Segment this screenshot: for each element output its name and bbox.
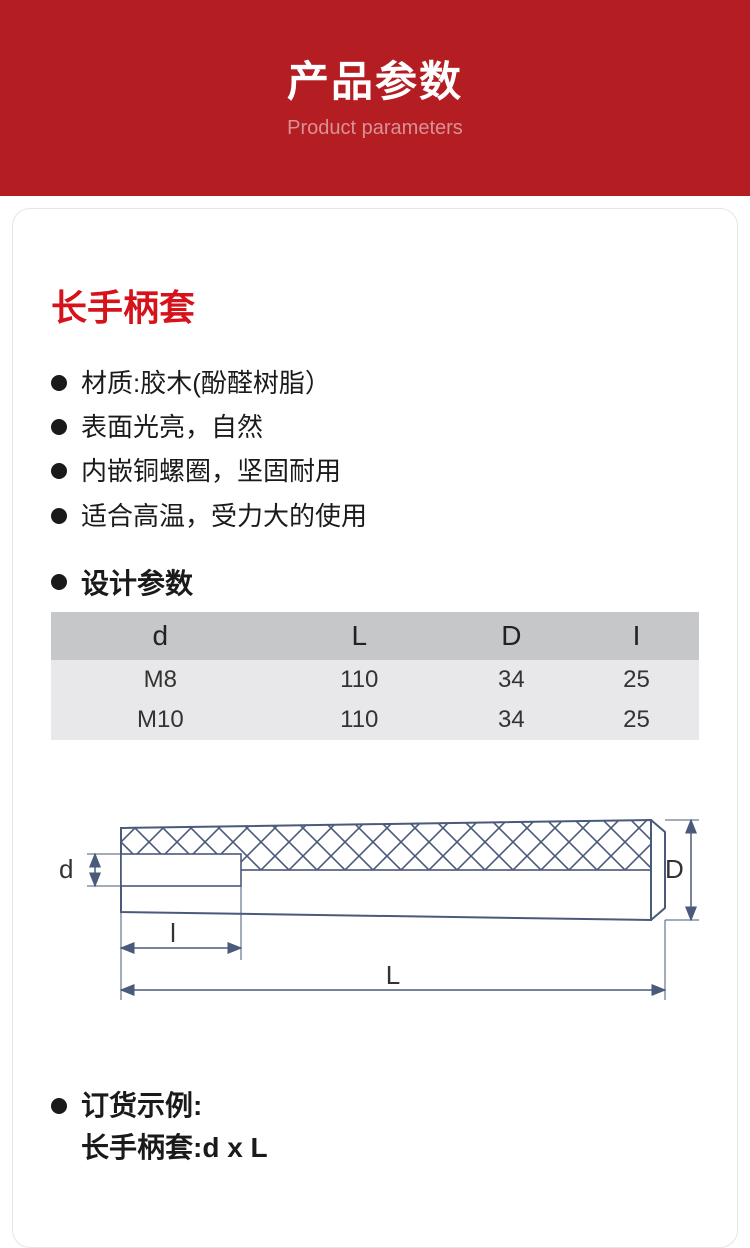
table-header-cell: d bbox=[51, 612, 270, 660]
header-banner: 产品参数 Product parameters bbox=[0, 0, 750, 196]
params-heading: 设计参数 bbox=[51, 562, 699, 602]
feature-text: 材质:胶木(酚醛树脂） bbox=[81, 361, 331, 405]
table-cell: 34 bbox=[449, 700, 574, 740]
bullet-icon bbox=[51, 574, 67, 590]
table-row: M10 110 34 25 bbox=[51, 700, 699, 740]
feature-text: 适合高温，受力大的使用 bbox=[81, 494, 367, 538]
product-title: 长手柄套 bbox=[51, 279, 699, 331]
diagram-svg: d D l L bbox=[51, 800, 711, 1010]
feature-item: 材质:胶木(酚醛树脂） bbox=[51, 361, 699, 405]
feature-text: 表面光亮，自然 bbox=[81, 405, 263, 449]
table-cell: M8 bbox=[51, 660, 270, 700]
table-cell: 34 bbox=[449, 660, 574, 700]
order-format-text: 长手柄套:d x L bbox=[51, 1127, 699, 1169]
technical-diagram: d D l L bbox=[51, 800, 699, 1015]
table-header-row: d L D I bbox=[51, 612, 699, 660]
feature-item: 内嵌铜螺圈，坚固耐用 bbox=[51, 449, 699, 493]
params-table: d L D I M8 110 34 25 M10 110 34 25 bbox=[51, 612, 699, 740]
feature-list: 材质:胶木(酚醛树脂） 表面光亮，自然 内嵌铜螺圈，坚固耐用 适合高温，受力大的… bbox=[51, 361, 699, 538]
order-example: 订货示例: 长手柄套:d x L bbox=[51, 1085, 699, 1169]
header-subtitle: Product parameters bbox=[0, 117, 750, 140]
bullet-icon bbox=[51, 419, 67, 435]
bullet-icon bbox=[51, 463, 67, 479]
table-header-cell: L bbox=[270, 612, 449, 660]
bullet-icon bbox=[51, 1098, 67, 1114]
bullet-icon bbox=[51, 508, 67, 524]
header-title: 产品参数 bbox=[0, 48, 750, 109]
table-cell: 110 bbox=[270, 700, 449, 740]
order-heading-text: 订货示例: bbox=[81, 1085, 202, 1127]
table-cell: 25 bbox=[574, 660, 699, 700]
bullet-icon bbox=[51, 375, 67, 391]
table-header-cell: I bbox=[574, 612, 699, 660]
diagram-label-l: l bbox=[170, 918, 176, 948]
table-cell: 110 bbox=[270, 660, 449, 700]
table-row: M8 110 34 25 bbox=[51, 660, 699, 700]
table-cell: M10 bbox=[51, 700, 270, 740]
table-header-cell: D bbox=[449, 612, 574, 660]
diagram-label-D: D bbox=[665, 854, 684, 884]
content-card: 长手柄套 材质:胶木(酚醛树脂） 表面光亮，自然 内嵌铜螺圈，坚固耐用 适合高温… bbox=[12, 208, 738, 1248]
diagram-label-d: d bbox=[59, 854, 73, 884]
order-heading-line: 订货示例: bbox=[51, 1085, 699, 1127]
feature-item: 表面光亮，自然 bbox=[51, 405, 699, 449]
diagram-label-L: L bbox=[386, 960, 400, 990]
feature-text: 内嵌铜螺圈，坚固耐用 bbox=[81, 449, 341, 493]
params-heading-text: 设计参数 bbox=[81, 562, 193, 602]
table-cell: 25 bbox=[574, 700, 699, 740]
feature-item: 适合高温，受力大的使用 bbox=[51, 494, 699, 538]
